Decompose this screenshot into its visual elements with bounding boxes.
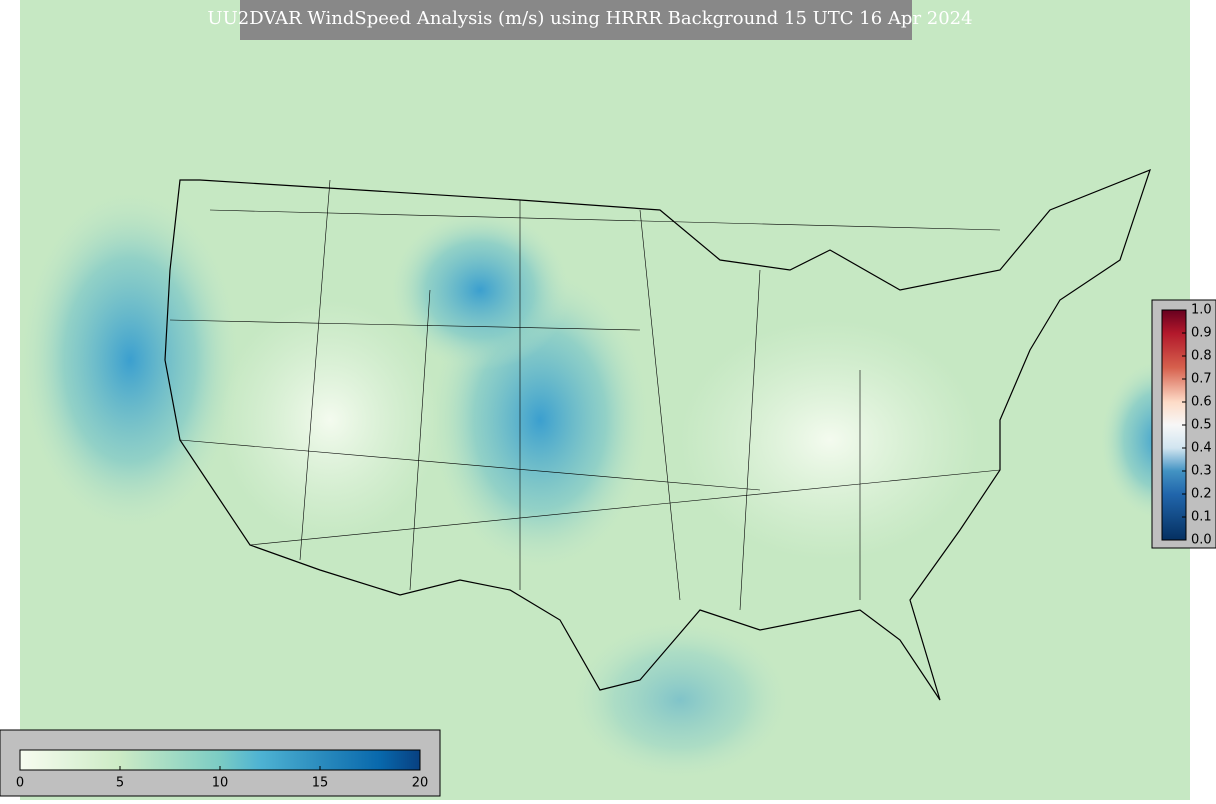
tick-label: 0.1 [1191, 510, 1212, 525]
wind-region [390, 210, 570, 370]
tick-label: 1.0 [1191, 303, 1212, 318]
tick-label: 15 [312, 776, 329, 791]
tick-label: 10 [212, 776, 229, 791]
tick-label: 0.2 [1191, 487, 1212, 502]
tick-label: 0.4 [1191, 441, 1212, 456]
tick-label: 0.3 [1191, 464, 1212, 479]
ratio-colorbar: 0.0 0.1 0.2 0.3 0.4 0.5 0.6 0.7 0.8 0.9 1.0 [1151, 299, 1216, 549]
calm-region [220, 300, 440, 540]
windspeed-colorbar: 0 5 10 15 20 [0, 729, 441, 797]
colorbar [1161, 309, 1187, 541]
tick-label: 5 [116, 776, 124, 791]
state-borders [169, 179, 1001, 611]
map [20, 0, 1216, 800]
tick-label: 0.8 [1191, 349, 1212, 364]
title-box [240, 0, 912, 40]
tick-label: 0.0 [1191, 533, 1212, 548]
tick-label: 0.5 [1191, 418, 1212, 433]
tick-label: 20 [412, 776, 429, 791]
tick-label: 0 [16, 776, 24, 791]
calm-region [680, 320, 980, 560]
coastline [164, 168, 1151, 701]
wind-region [20, 190, 240, 530]
tick-label: 0.6 [1191, 395, 1212, 410]
tick-label: 0.9 [1191, 326, 1212, 341]
tick-label: 0.7 [1191, 372, 1212, 387]
title: UU2DVAR WindSpeed Analysis (m/s) using H… [207, 8, 972, 29]
wind-region [570, 620, 790, 780]
